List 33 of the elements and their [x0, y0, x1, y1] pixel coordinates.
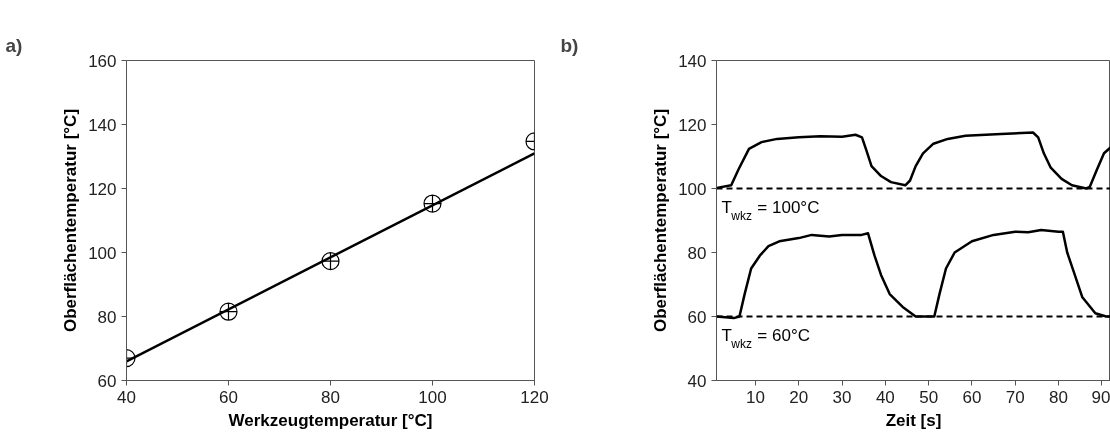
- x-tick-label: 60: [962, 387, 982, 407]
- x-tick-label: 60: [219, 387, 238, 407]
- x-tick-label: 40: [875, 387, 895, 407]
- y-tick-label: 100: [678, 179, 707, 199]
- y-tick-label: 60: [97, 371, 117, 391]
- x-tick-label: 40: [117, 387, 136, 407]
- x-tick-label: 100: [418, 387, 447, 407]
- x-tick-label: 10: [746, 387, 765, 407]
- x-axis-title: Zeit [s]: [885, 410, 942, 430]
- y-tick-label: 140: [678, 51, 707, 71]
- y-tick-label: 80: [97, 307, 117, 327]
- x-tick-label: 120: [520, 387, 549, 407]
- x-tick-label: 30: [832, 387, 852, 407]
- y-tick-label: 120: [678, 115, 707, 135]
- x-tick-label: 90: [1091, 387, 1110, 407]
- y-axis-title: Oberflächentemperatur [°C]: [651, 108, 671, 333]
- point: [321, 252, 340, 271]
- y-axis-title: Oberflächentemperatur [°C]: [61, 108, 81, 333]
- y-tick-label: 40: [687, 371, 707, 391]
- x-tick-label: 80: [321, 387, 340, 407]
- x-tick-label: 80: [1049, 387, 1069, 407]
- x-tick-label: 50: [919, 387, 939, 407]
- chart-title: a): [5, 34, 23, 56]
- y-tick-label: 60: [687, 307, 707, 327]
- chart-title: b): [560, 34, 579, 56]
- y-tick-label: 160: [88, 51, 117, 71]
- y-tick-label: 120: [88, 179, 117, 199]
- x-axis-title: Werkzeugtemperatur [°C]: [228, 410, 433, 430]
- y-tick-label: 140: [88, 115, 117, 135]
- y-tick-label: 80: [687, 243, 707, 263]
- y-tick-label: 100: [88, 243, 117, 263]
- x-tick-label: 70: [1005, 387, 1025, 407]
- x-tick-label: 20: [789, 387, 809, 407]
